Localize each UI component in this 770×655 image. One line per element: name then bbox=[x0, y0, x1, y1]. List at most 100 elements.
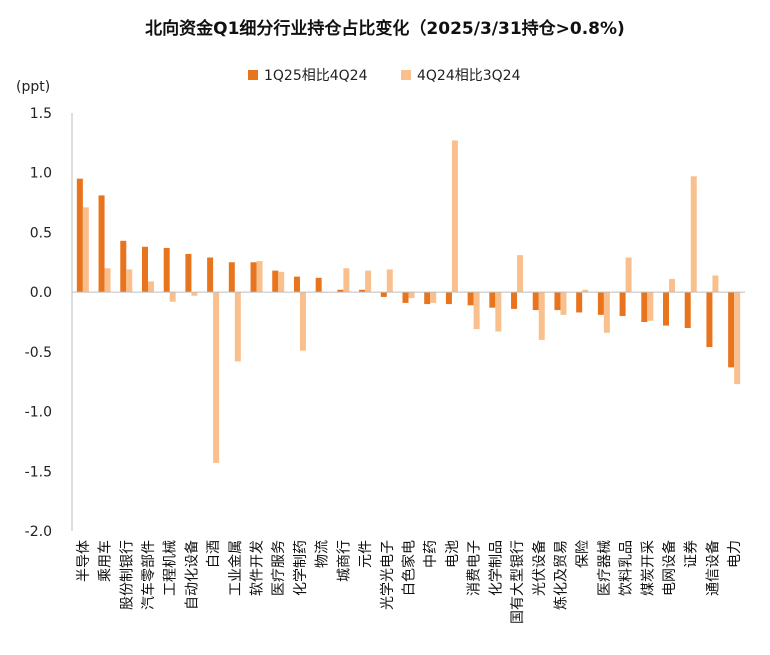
legend-label-1: 1Q25相比4Q24 bbox=[264, 68, 368, 84]
category-label: 医疗服务 bbox=[271, 540, 287, 596]
category-label: 煤炭开采 bbox=[640, 540, 656, 596]
category-label: 医疗器械 bbox=[597, 540, 613, 596]
bar-q4-vs-q3-10 bbox=[278, 271, 285, 293]
bar-q1-vs-q4-29 bbox=[684, 292, 691, 328]
bar-q1-vs-q4-14 bbox=[359, 289, 366, 293]
bar-q4-vs-q3-21 bbox=[517, 255, 524, 293]
bar-q1-vs-q4-26 bbox=[619, 292, 626, 317]
bar-q1-vs-q4-19 bbox=[467, 292, 474, 306]
y-axis-unit-label: (ppt) bbox=[16, 79, 50, 95]
y-tick-label: 0.0 bbox=[30, 285, 52, 301]
bar-q4-vs-q3-25 bbox=[603, 292, 610, 333]
bar-q4-vs-q3-6 bbox=[191, 292, 198, 296]
bar-q4-vs-q3-14 bbox=[365, 270, 372, 293]
bar-q1-vs-q4-24 bbox=[576, 292, 583, 313]
bar-q4-vs-q3-2 bbox=[104, 268, 111, 293]
bar-q1-vs-q4-2 bbox=[98, 195, 105, 293]
bar-q4-vs-q3-5 bbox=[169, 292, 176, 302]
bar-q4-vs-q3-28 bbox=[669, 279, 676, 293]
y-tick-label: 1.5 bbox=[30, 106, 52, 122]
bar-q4-vs-q3-9 bbox=[256, 261, 263, 293]
bar-q4-vs-q3-8 bbox=[234, 292, 241, 362]
category-label: 炼化及贸易 bbox=[553, 540, 569, 610]
bar-q4-vs-q3-16 bbox=[408, 292, 415, 299]
category-label: 国有大型银行 bbox=[510, 540, 526, 624]
bar-q1-vs-q4-9 bbox=[250, 262, 257, 293]
bar-q1-vs-q4-1 bbox=[76, 178, 83, 293]
chart-title: 北向资金Q1细分行业持仓占比变化（2025/3/31持仓>0.8%) bbox=[145, 19, 625, 39]
bar-q1-vs-q4-20 bbox=[489, 292, 496, 308]
category-label: 中药 bbox=[423, 540, 439, 568]
category-label: 保险 bbox=[575, 540, 591, 568]
bar-q1-vs-q4-12 bbox=[315, 277, 322, 293]
category-label: 白酒 bbox=[206, 540, 222, 568]
bar-q4-vs-q3-1 bbox=[82, 207, 89, 293]
bar-q4-vs-q3-29 bbox=[690, 176, 697, 293]
category-label: 工业金属 bbox=[228, 540, 244, 596]
category-label: 乘用车 bbox=[97, 540, 114, 582]
bar-q4-vs-q3-30 bbox=[712, 275, 719, 293]
legend-swatch-1 bbox=[248, 70, 258, 80]
bar-q4-vs-q3-11 bbox=[299, 292, 306, 351]
bar-q1-vs-q4-3 bbox=[120, 240, 127, 293]
bars bbox=[76, 140, 741, 463]
y-axis: 1.5 1.0 0.5 0.0 -0.5 -1.0 -1.5 -2.0 bbox=[25, 106, 73, 540]
category-label: 电力 bbox=[727, 540, 743, 568]
bar-q4-vs-q3-13 bbox=[343, 268, 350, 293]
y-tick-label: -1.0 bbox=[25, 405, 52, 421]
bar-q4-vs-q3-7 bbox=[213, 292, 220, 463]
bar-q1-vs-q4-5 bbox=[163, 247, 170, 293]
bar-q1-vs-q4-30 bbox=[706, 292, 713, 348]
bar-q1-vs-q4-10 bbox=[272, 270, 279, 293]
legend-swatch-2 bbox=[401, 70, 411, 80]
category-label: 元件 bbox=[358, 540, 374, 568]
bar-q1-vs-q4-22 bbox=[532, 292, 539, 311]
category-label: 证券 bbox=[684, 540, 700, 568]
bar-q4-vs-q3-31 bbox=[734, 292, 741, 385]
y-tick-label: -2.0 bbox=[25, 524, 52, 540]
bar-q4-vs-q3-15 bbox=[386, 269, 393, 293]
category-label: 物流 bbox=[315, 540, 331, 568]
y-tick-label: -0.5 bbox=[25, 345, 52, 361]
bar-q1-vs-q4-31 bbox=[728, 292, 735, 368]
category-label: 自动化设备 bbox=[183, 540, 200, 610]
category-label: 股份制银行 bbox=[119, 540, 135, 610]
bar-q4-vs-q3-3 bbox=[126, 269, 133, 293]
bar-q1-vs-q4-7 bbox=[207, 257, 214, 293]
y-tick-label: -1.5 bbox=[25, 464, 52, 480]
bar-q1-vs-q4-18 bbox=[445, 292, 452, 305]
bar-q4-vs-q3-4 bbox=[147, 281, 154, 293]
bar-q1-vs-q4-25 bbox=[597, 292, 604, 315]
bar-q1-vs-q4-21 bbox=[511, 292, 518, 309]
bar-q4-vs-q3-23 bbox=[560, 292, 567, 315]
bar-q1-vs-q4-6 bbox=[185, 253, 192, 293]
y-tick-label: 0.5 bbox=[30, 225, 52, 241]
y-tick-label: 1.0 bbox=[30, 166, 52, 182]
bar-q4-vs-q3-27 bbox=[647, 292, 654, 321]
bar-q1-vs-q4-13 bbox=[337, 289, 344, 293]
category-labels: 半导体 乘用车 股份制银行 汽车零部件 工程机械 自动化设备 白酒 工业金属 软件开发 医疗服务化… bbox=[76, 540, 743, 624]
category-label: 饮料乳品 bbox=[619, 540, 635, 596]
bar-q4-vs-q3-22 bbox=[538, 292, 545, 340]
bar-q4-vs-q3-24 bbox=[582, 289, 589, 293]
category-label: 化学制品 bbox=[488, 540, 504, 596]
bar-q1-vs-q4-23 bbox=[554, 292, 561, 311]
bar-q1-vs-q4-4 bbox=[141, 246, 148, 293]
bar-q4-vs-q3-19 bbox=[473, 292, 480, 330]
category-label: 通信设备 bbox=[704, 540, 721, 596]
bar-q1-vs-q4-27 bbox=[641, 292, 648, 322]
bar-q1-vs-q4-11 bbox=[293, 276, 300, 293]
category-label: 白色家电 bbox=[401, 540, 418, 596]
category-label: 化学制药 bbox=[293, 540, 309, 596]
category-label: 光学光电子 bbox=[380, 540, 396, 610]
bar-q1-vs-q4-28 bbox=[663, 292, 670, 326]
category-label: 消费电子 bbox=[467, 540, 483, 596]
category-label: 电网设备 bbox=[661, 540, 678, 596]
legend: 1Q25相比4Q24 4Q24相比3Q24 bbox=[248, 68, 521, 84]
category-label: 软件开发 bbox=[250, 540, 266, 596]
bar-q4-vs-q3-20 bbox=[495, 292, 502, 332]
category-label: 半导体 bbox=[76, 540, 92, 582]
category-label: 光伏设备 bbox=[531, 540, 548, 596]
bar-q4-vs-q3-17 bbox=[430, 292, 437, 303]
bar-q1-vs-q4-15 bbox=[380, 292, 387, 297]
